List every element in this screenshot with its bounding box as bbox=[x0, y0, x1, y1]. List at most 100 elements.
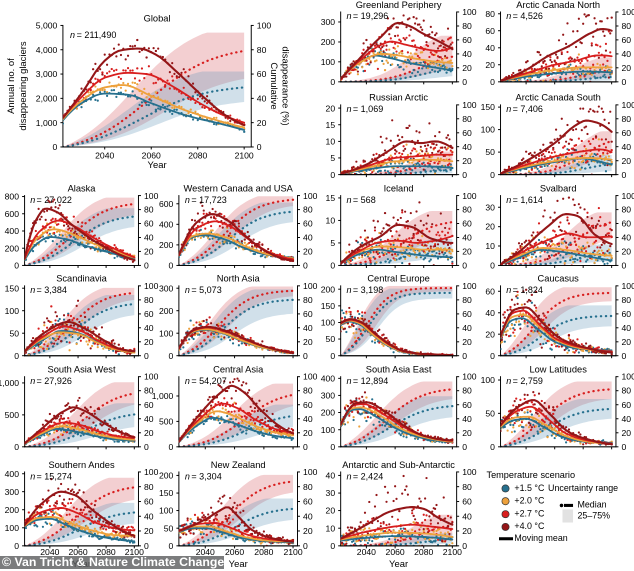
svg-text:0: 0 bbox=[303, 260, 308, 270]
svg-text:20: 20 bbox=[144, 337, 154, 347]
svg-text:40: 40 bbox=[462, 414, 472, 424]
svg-text:80: 80 bbox=[303, 386, 313, 396]
svg-text:200: 200 bbox=[159, 470, 174, 480]
svg-text:40: 40 bbox=[326, 470, 336, 480]
svg-text:40: 40 bbox=[303, 511, 313, 521]
svg-text:100: 100 bbox=[481, 375, 496, 385]
svg-text:2100: 2100 bbox=[235, 151, 254, 161]
svg-text:20: 20 bbox=[462, 247, 472, 257]
svg-text:+4.0 °C: +4.0 °C bbox=[514, 521, 545, 531]
svg-text:60: 60 bbox=[144, 309, 154, 319]
svg-text:100: 100 bbox=[144, 467, 159, 477]
svg-text:50: 50 bbox=[9, 328, 19, 338]
svg-text:100: 100 bbox=[321, 318, 336, 328]
svg-text:40: 40 bbox=[622, 323, 632, 333]
svg-text:0: 0 bbox=[462, 170, 467, 180]
svg-text:60: 60 bbox=[462, 35, 472, 45]
svg-text:0: 0 bbox=[622, 351, 627, 361]
svg-text:South Asia East: South Asia East bbox=[366, 365, 432, 375]
svg-text:2060: 2060 bbox=[386, 547, 405, 557]
svg-text:10: 10 bbox=[326, 136, 336, 146]
svg-text:100: 100 bbox=[144, 281, 159, 291]
svg-text:2100: 2100 bbox=[443, 547, 462, 557]
svg-text:30: 30 bbox=[326, 488, 336, 498]
svg-text:60: 60 bbox=[257, 69, 267, 79]
svg-text:15: 15 bbox=[326, 120, 336, 130]
svg-text:2060: 2060 bbox=[68, 547, 87, 557]
svg-text:0: 0 bbox=[169, 541, 174, 551]
svg-text:0: 0 bbox=[622, 77, 627, 87]
svg-text:500: 500 bbox=[159, 416, 174, 426]
svg-text:n: n bbox=[347, 104, 352, 114]
svg-text:0: 0 bbox=[462, 77, 467, 87]
svg-text:50: 50 bbox=[485, 147, 495, 157]
svg-text:10: 10 bbox=[326, 215, 336, 225]
svg-text:= 7,406: = 7,406 bbox=[513, 104, 543, 114]
svg-text:+2.0 °C: +2.0 °C bbox=[514, 495, 545, 505]
svg-text:n: n bbox=[185, 471, 190, 481]
svg-text:40: 40 bbox=[622, 233, 632, 243]
svg-text:2040: 2040 bbox=[95, 151, 114, 161]
svg-text:= 27,022: = 27,022 bbox=[37, 195, 72, 205]
svg-text:n: n bbox=[30, 376, 35, 386]
svg-text:60: 60 bbox=[485, 26, 495, 36]
svg-text:100: 100 bbox=[321, 425, 336, 435]
svg-text:n: n bbox=[506, 195, 511, 205]
svg-text:n: n bbox=[185, 376, 190, 386]
svg-text:300: 300 bbox=[321, 391, 336, 401]
svg-text:= 3,384: = 3,384 bbox=[37, 285, 67, 295]
svg-text:disappearing glaciers: disappearing glaciers bbox=[18, 41, 29, 130]
svg-text:= 15,274: = 15,274 bbox=[37, 471, 72, 481]
svg-text:50: 50 bbox=[326, 334, 336, 344]
svg-text:0: 0 bbox=[303, 541, 308, 551]
svg-text:40: 40 bbox=[144, 323, 154, 333]
svg-text:= 54,207: = 54,207 bbox=[191, 376, 226, 386]
svg-text:Caucasus: Caucasus bbox=[537, 274, 579, 284]
svg-text:20: 20 bbox=[144, 526, 154, 536]
svg-text:40: 40 bbox=[485, 43, 495, 53]
svg-text:20: 20 bbox=[622, 337, 632, 347]
svg-text:60: 60 bbox=[622, 128, 632, 138]
svg-text:20: 20 bbox=[144, 247, 154, 257]
svg-text:= 1,614: = 1,614 bbox=[513, 195, 543, 205]
svg-text:40: 40 bbox=[622, 49, 632, 59]
svg-text:n: n bbox=[506, 285, 511, 295]
svg-text:100: 100 bbox=[462, 281, 477, 291]
svg-text:100: 100 bbox=[144, 372, 159, 382]
svg-text:n: n bbox=[30, 195, 35, 205]
svg-text:= 1,069: = 1,069 bbox=[353, 104, 383, 114]
svg-text:60: 60 bbox=[144, 219, 154, 229]
svg-text:200: 200 bbox=[321, 284, 336, 294]
svg-text:0: 0 bbox=[144, 541, 149, 551]
svg-text:40: 40 bbox=[144, 414, 154, 424]
svg-text:20: 20 bbox=[303, 247, 313, 257]
svg-text:Western Canada and USA: Western Canada and USA bbox=[183, 183, 293, 193]
svg-text:50: 50 bbox=[164, 523, 174, 533]
svg-text:n: n bbox=[506, 104, 511, 114]
svg-text:100: 100 bbox=[303, 372, 318, 382]
svg-text:60: 60 bbox=[485, 286, 495, 296]
svg-text:0: 0 bbox=[144, 260, 149, 270]
svg-text:300: 300 bbox=[5, 487, 20, 497]
svg-text:0: 0 bbox=[490, 260, 495, 270]
svg-text:80: 80 bbox=[144, 205, 154, 215]
svg-text:n: n bbox=[347, 471, 352, 481]
svg-text:200: 200 bbox=[321, 37, 336, 47]
svg-text:n: n bbox=[347, 285, 352, 295]
svg-text:800: 800 bbox=[5, 192, 20, 202]
svg-text:80: 80 bbox=[462, 114, 472, 124]
svg-text:+1.5 °C: +1.5 °C bbox=[514, 483, 545, 493]
svg-text:2060: 2060 bbox=[225, 547, 244, 557]
svg-text:n: n bbox=[347, 11, 352, 21]
svg-text:Iceland: Iceland bbox=[384, 183, 414, 193]
svg-text:100: 100 bbox=[462, 7, 477, 17]
svg-text:n: n bbox=[185, 195, 190, 205]
svg-text:400: 400 bbox=[5, 469, 20, 479]
svg-text:2080: 2080 bbox=[414, 547, 433, 557]
svg-text:2080: 2080 bbox=[254, 547, 273, 557]
svg-text:20: 20 bbox=[485, 60, 495, 70]
svg-text:20: 20 bbox=[303, 526, 313, 536]
svg-text:= 5,073: = 5,073 bbox=[191, 285, 221, 295]
svg-text:80: 80 bbox=[462, 386, 472, 396]
svg-text:20: 20 bbox=[622, 428, 632, 438]
